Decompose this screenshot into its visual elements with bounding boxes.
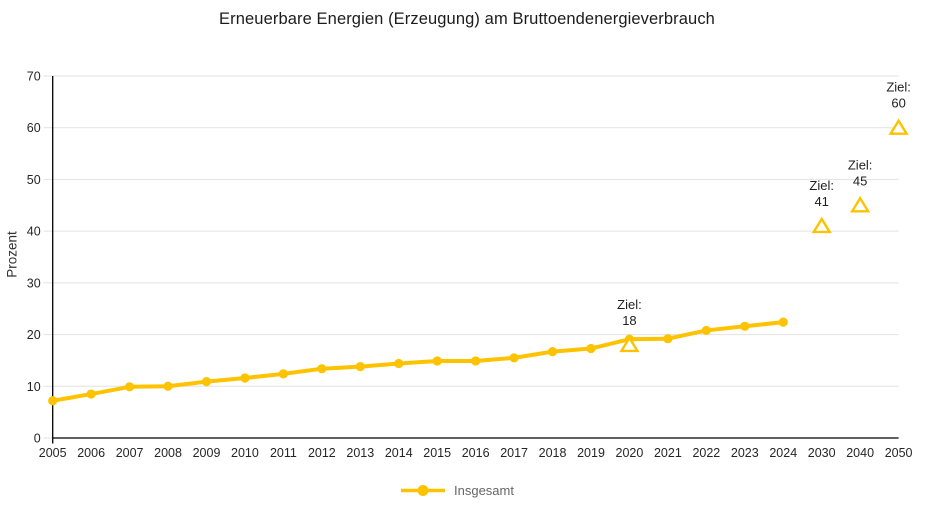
data-point <box>48 396 58 406</box>
x-tick-label: 2023 <box>731 446 759 460</box>
x-tick-label: 2007 <box>116 446 144 460</box>
target-value-label: 41 <box>814 194 828 209</box>
x-tick-label: 2017 <box>500 446 528 460</box>
legend-label: Insgesamt <box>454 483 514 498</box>
target-value-label: 18 <box>622 313 636 328</box>
y-tick-label: 50 <box>27 173 41 187</box>
target-label: Ziel: <box>848 157 873 172</box>
legend-series-icon <box>401 485 445 496</box>
y-tick-label: 0 <box>34 432 41 446</box>
x-tick-label: 2020 <box>616 446 644 460</box>
y-tick-label: 70 <box>27 70 41 84</box>
data-point <box>163 381 173 391</box>
target-triangle-marker <box>619 335 640 353</box>
target-label: Ziel: <box>809 178 834 193</box>
series-line <box>50 320 786 403</box>
data-point <box>471 356 481 366</box>
target-triangle-marker <box>811 216 832 234</box>
x-tick-label: 2006 <box>77 446 105 460</box>
data-point <box>278 369 288 379</box>
y-tick-label: 40 <box>27 225 41 239</box>
data-point <box>317 364 327 374</box>
x-tick-label: 2022 <box>692 446 720 460</box>
x-tick-label: 2030 <box>808 446 836 460</box>
data-point <box>394 358 404 369</box>
x-tick-label: 2040 <box>846 446 874 460</box>
target-label: Ziel: <box>886 80 911 95</box>
data-point <box>240 373 250 383</box>
x-tick-label: 2009 <box>193 446 221 460</box>
data-point <box>125 382 135 392</box>
data-point <box>547 347 558 357</box>
y-tick-label: 10 <box>27 380 41 394</box>
x-tick-label: 2016 <box>462 446 490 460</box>
x-tick-label: 2011 <box>270 446 297 460</box>
data-point <box>740 321 750 331</box>
x-tick-label: 2014 <box>385 446 413 460</box>
target-value-label: 60 <box>891 96 905 111</box>
chart-title: Erneuerbare Energien (Erzeugung) am Brut… <box>219 10 715 28</box>
x-tick-label: 2050 <box>885 446 913 460</box>
target-value-label: 45 <box>853 173 867 188</box>
y-tick-label: 30 <box>27 276 41 290</box>
x-tick-label: 2010 <box>231 446 259 460</box>
legend-item-insgesamt[interactable]: Insgesamt <box>0 483 914 498</box>
data-point <box>778 317 788 327</box>
x-tick-label: 2005 <box>39 446 67 460</box>
x-tick-label: 2015 <box>423 446 451 460</box>
x-tick-label: 2024 <box>769 446 797 460</box>
x-tick-label: 2019 <box>577 446 605 460</box>
data-point <box>586 343 596 354</box>
data-point <box>663 334 673 344</box>
y-tick-label: 60 <box>27 121 41 135</box>
x-tick-label: 2008 <box>154 446 182 460</box>
x-tick-label: 2012 <box>308 446 336 460</box>
data-point <box>355 362 365 372</box>
data-point <box>432 356 442 366</box>
target-triangle-marker <box>850 195 871 213</box>
data-point <box>201 377 212 387</box>
y-tick-label: 20 <box>27 328 41 342</box>
x-tick-label: 2021 <box>654 446 682 460</box>
target-label: Ziel: <box>617 297 642 312</box>
data-point <box>509 353 519 363</box>
data-point <box>701 325 711 336</box>
x-tick-label: 2013 <box>346 446 374 460</box>
data-point <box>86 389 96 399</box>
target-triangle-marker <box>888 118 909 135</box>
x-tick-label: 2018 <box>539 446 567 460</box>
